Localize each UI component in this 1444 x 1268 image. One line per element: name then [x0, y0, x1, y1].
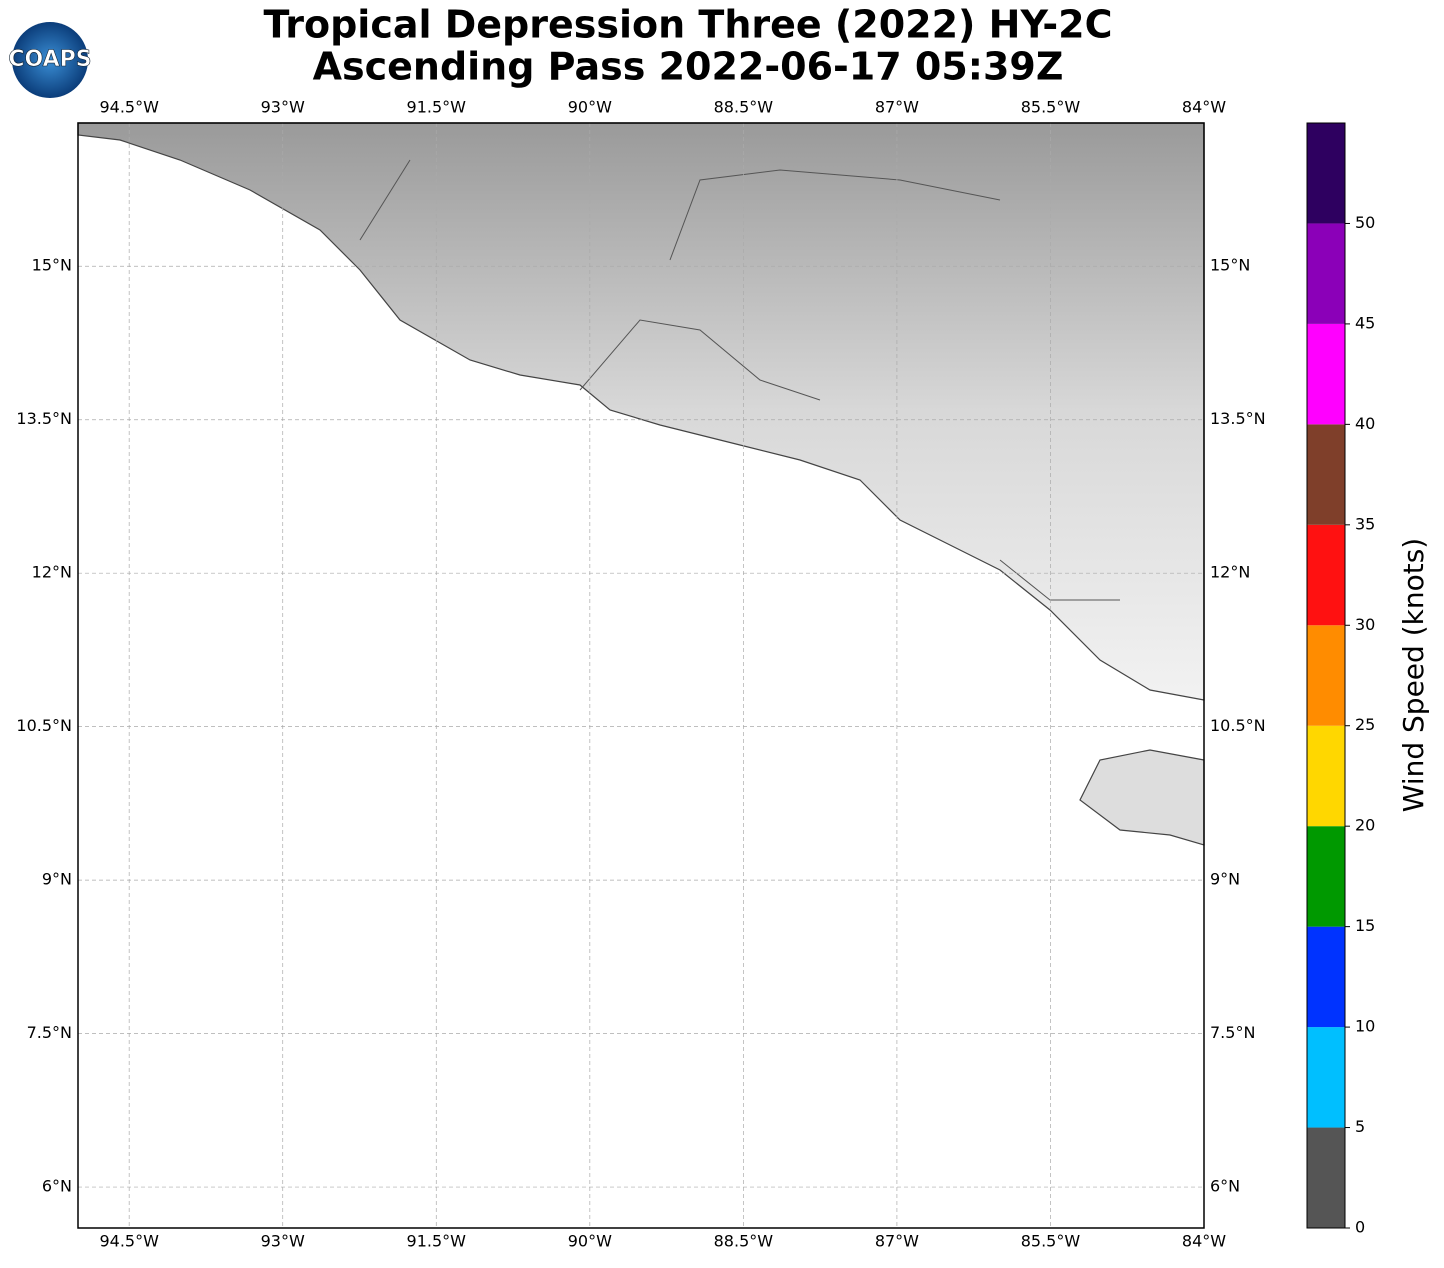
x-tick-label: 91.5°W [407, 98, 467, 117]
y-tick-label: 10.5°N [16, 716, 72, 735]
colorbar-tick-label: 10 [1355, 1017, 1375, 1036]
x-tick-label: 94.5°W [99, 98, 159, 117]
x-tick-label: 87°W [875, 1232, 919, 1251]
x-tick-label: 85.5°W [1021, 98, 1081, 117]
colorbar-segment [1307, 826, 1345, 927]
x-tick-label: 90°W [568, 98, 612, 117]
colorbar-segment [1307, 1027, 1345, 1128]
y-tick-label: 9°N [42, 870, 72, 889]
map-area [77, 122, 1205, 1228]
colorbar-segment [1307, 524, 1345, 626]
y-tick-label: 10.5°N [1210, 716, 1266, 735]
y-tick-label: 15°N [1210, 256, 1250, 275]
border [359, 159, 1120, 601]
colorbar-tick-label: 20 [1355, 816, 1375, 835]
logo-text: COAPS [8, 47, 91, 72]
colorbar-tick-label: 35 [1355, 514, 1375, 533]
logo-globe [12, 22, 88, 98]
y-tick-label: 13.5°N [1210, 409, 1266, 428]
colorbar-tick-label: 0 [1355, 1218, 1365, 1237]
colorbar-segment [1307, 625, 1345, 726]
y-tick-label: 9°N [1210, 870, 1240, 889]
colorbar-tick-label: 30 [1355, 615, 1375, 634]
x-tick-label: 90°W [568, 1232, 612, 1251]
x-tick-label: 88.5°W [714, 98, 774, 117]
x-tick-label: 94.5°W [99, 1232, 159, 1251]
colorbar-segment [1307, 424, 1345, 525]
colorbar-segment [1307, 926, 1345, 1028]
colorbar-segment [1307, 223, 1345, 324]
x-tick-label: 93°W [261, 1232, 305, 1251]
x-tick-label: 87°W [875, 98, 919, 117]
map-frame [77, 122, 1205, 1229]
land [1079, 749, 1205, 846]
x-tick-label: 88.5°W [714, 1232, 774, 1251]
y-tick-label: 7.5°N [1210, 1023, 1255, 1042]
y-tick-label: 12°N [32, 563, 72, 582]
y-tick-label: 15°N [32, 256, 72, 275]
logo: COAPS [8, 22, 92, 98]
colorbar-segment [1307, 123, 1345, 224]
title: Tropical Depression Three (2022) HY-2C [264, 3, 1113, 47]
colorbar-tick-label: 40 [1355, 414, 1375, 433]
colorbar-label: Wind Speed (knots) [1397, 538, 1430, 812]
x-tick-label: 93°W [261, 98, 305, 117]
y-tick-label: 6°N [42, 1177, 72, 1196]
colorbar-segment [1307, 725, 1345, 827]
colorbar-frame [1306, 122, 1346, 1229]
colorbar-tick-label: 45 [1355, 313, 1375, 332]
x-tick-label: 84°W [1182, 1232, 1226, 1251]
land [77, 122, 1205, 701]
x-tick-label: 85.5°W [1021, 1232, 1081, 1251]
y-tick-label: 12°N [1210, 563, 1250, 582]
x-tick-label: 84°W [1182, 98, 1226, 117]
y-tick-label: 7.5°N [27, 1023, 72, 1042]
colorbar-segment [1307, 1127, 1345, 1228]
y-tick-label: 13.5°N [16, 409, 72, 428]
subtitle: Ascending Pass 2022-06-17 05:39Z [313, 45, 1064, 89]
colorbar-segment [1307, 323, 1345, 425]
colorbar-tick-label: 25 [1355, 715, 1375, 734]
colorbar-tick-label: 50 [1355, 213, 1375, 232]
colorbar-tick-label: 5 [1355, 1117, 1365, 1136]
x-tick-label: 91.5°W [407, 1232, 467, 1251]
y-tick-label: 6°N [1210, 1177, 1240, 1196]
colorbar-tick-label: 15 [1355, 916, 1375, 935]
